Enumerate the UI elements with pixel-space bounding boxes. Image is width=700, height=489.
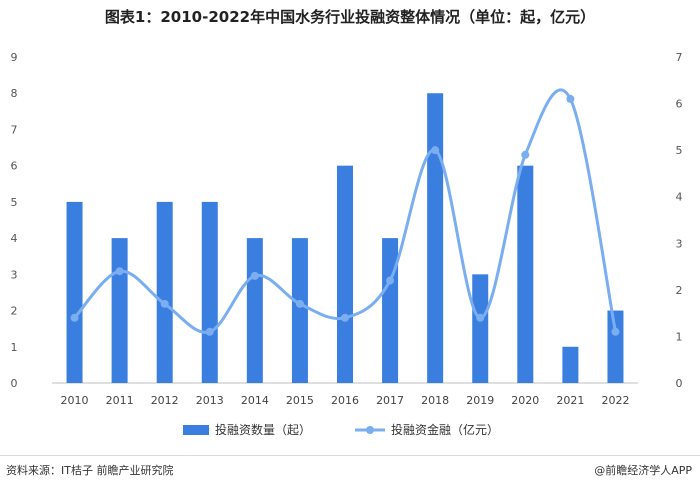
line-point (115, 267, 124, 276)
x-tick-label: 2016 (331, 394, 359, 407)
bar (246, 238, 263, 383)
x-tick-label: 2015 (286, 394, 314, 407)
y-left-tick-label: 0 (11, 377, 18, 390)
x-tick-label: 2010 (61, 394, 89, 407)
bar (111, 238, 128, 383)
x-tick-label: 2019 (466, 394, 494, 407)
y-left-tick-label: 5 (11, 196, 18, 209)
x-tick-label: 2021 (556, 394, 584, 407)
line-point (386, 276, 395, 285)
line-point (566, 94, 575, 103)
y-left-tick-label: 1 (11, 341, 18, 354)
x-tick-label: 2011 (106, 394, 134, 407)
footer-divider (0, 455, 700, 456)
y-left-tick-label: 8 (11, 87, 18, 100)
y-left-tick-label: 9 (11, 51, 18, 64)
line-series (73, 88, 617, 334)
bar (517, 165, 534, 383)
bar (607, 310, 624, 383)
legend-label-line: 投融资金融（亿元） (391, 422, 499, 437)
line-point (521, 150, 530, 159)
publisher-credit: @前瞻经济学人APP (594, 464, 692, 477)
line-point (295, 299, 304, 308)
line-point (250, 271, 259, 280)
legend-marker-line (366, 426, 374, 434)
line-point (70, 313, 79, 322)
bar (156, 201, 173, 383)
y-left-tick-label: 7 (11, 123, 18, 136)
y-right-tick-label: 4 (676, 191, 683, 204)
x-tick-label: 2012 (151, 394, 179, 407)
line-point (160, 299, 169, 308)
y-left-tick-label: 2 (11, 305, 18, 318)
x-tick-label: 2020 (511, 394, 539, 407)
x-tick-label: 2014 (241, 394, 269, 407)
y-right-tick-label: 7 (676, 51, 683, 64)
bar (427, 93, 444, 383)
y-right-tick-label: 6 (676, 98, 683, 111)
line-point (431, 146, 440, 155)
legend-swatch-bars (183, 425, 209, 435)
y-right-tick-label: 5 (676, 144, 683, 157)
x-tick-label: 2013 (196, 394, 224, 407)
y-right-tick-label: 0 (676, 377, 683, 390)
y-left-tick-label: 4 (11, 232, 18, 245)
x-tick-label: 2017 (376, 394, 404, 407)
bar (382, 238, 399, 383)
bar (562, 346, 579, 383)
x-tick-label: 2018 (421, 394, 449, 407)
y-left-tick-label: 6 (11, 160, 18, 173)
chart-title: 图表1：2010-2022年中国水务行业投融资整体情况（单位：起，亿元） (104, 8, 596, 26)
line-point (476, 313, 485, 322)
line-point (341, 313, 349, 322)
line-point (611, 327, 620, 336)
y-right-tick-label: 1 (676, 330, 683, 343)
bar (201, 201, 218, 383)
y-left-tick-label: 3 (11, 268, 18, 281)
y-right-tick-label: 2 (676, 284, 683, 297)
source-note: 资料来源：IT桔子 前瞻产业研究院 (6, 464, 174, 477)
legend-label-bars: 投融资数量（起） (215, 422, 311, 437)
y-right-tick-label: 3 (676, 237, 683, 250)
bar (472, 274, 489, 383)
bar (291, 238, 308, 383)
line-point (205, 327, 214, 336)
bar (337, 165, 353, 383)
x-tick-label: 2022 (601, 394, 629, 407)
bar (66, 201, 83, 383)
